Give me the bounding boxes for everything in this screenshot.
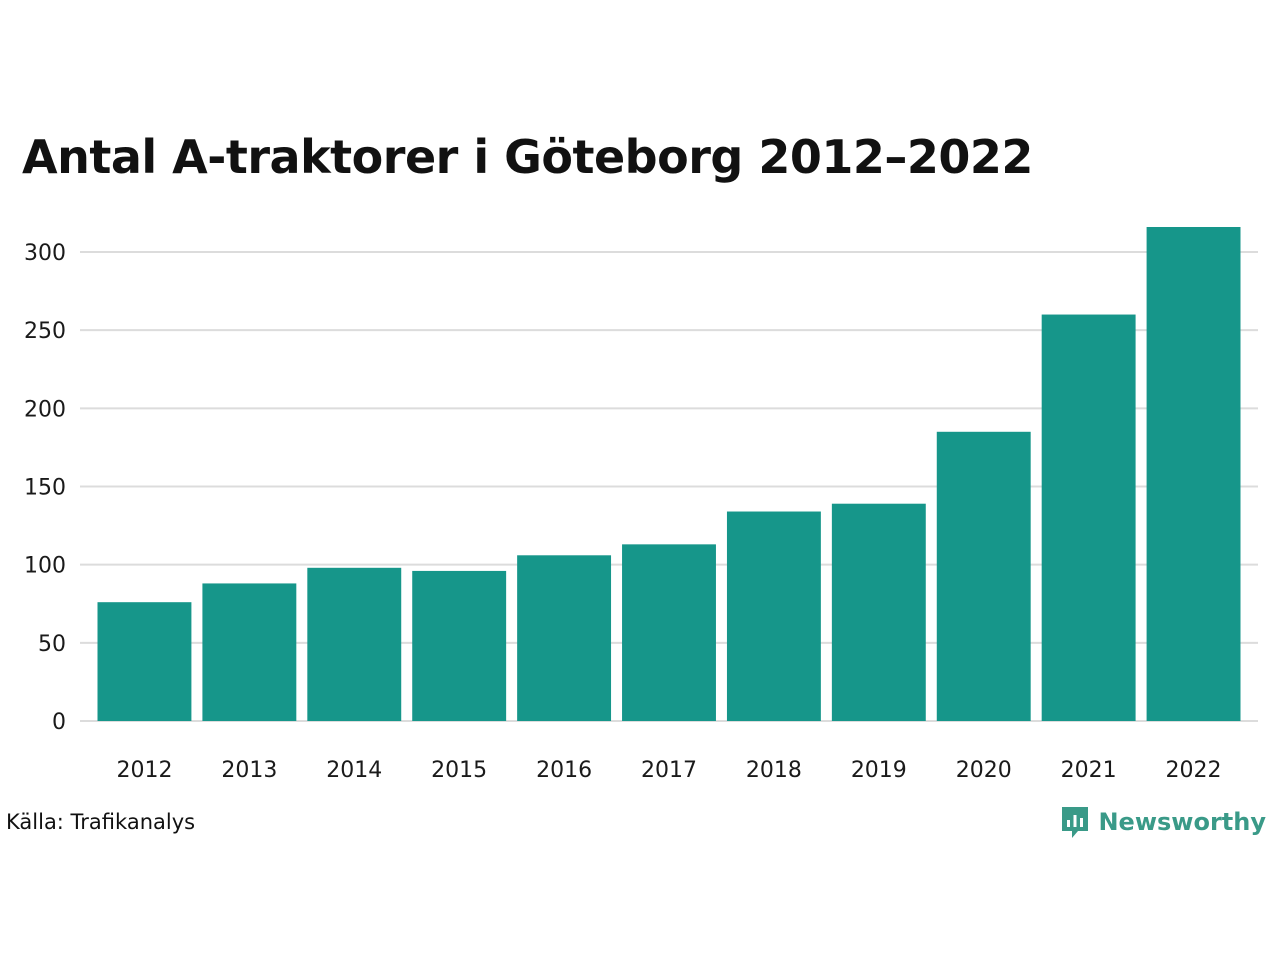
x-axis-ticks: 2012 2013 2014 2015 2016 2017 2018 2019 2020 2021…	[116, 758, 1221, 783]
bars	[97, 226, 1241, 721]
bar-2021	[1041, 314, 1136, 721]
bar-2013	[202, 583, 297, 721]
x-tick-label: 2021	[1061, 758, 1117, 783]
bar-2014	[307, 567, 402, 721]
y-tick-label: 50	[38, 632, 66, 657]
y-axis-ticks: 0 50 100 150 200 250 300	[24, 241, 66, 735]
x-tick-label: 2012	[116, 758, 172, 783]
x-tick-label: 2013	[221, 758, 277, 783]
y-tick-label: 200	[24, 397, 66, 422]
x-tick-label: 2018	[746, 758, 802, 783]
x-tick-label: 2014	[326, 758, 382, 783]
x-tick-label: 2020	[956, 758, 1012, 783]
bar-2016	[517, 555, 612, 721]
bar-2012	[97, 602, 192, 721]
bar-2018	[726, 511, 821, 721]
x-tick-label: 2016	[536, 758, 592, 783]
chart-title: Antal A-traktorer i Göteborg 2012–2022	[22, 130, 1033, 184]
brand-logo: Newsworthy	[1060, 805, 1266, 839]
y-tick-label: 0	[52, 710, 66, 735]
y-tick-label: 150	[24, 476, 66, 501]
brand-name: Newsworthy	[1098, 808, 1266, 836]
source-note: Källa: Trafikanalys	[6, 810, 196, 834]
bar-2017	[622, 544, 716, 721]
bar-2022	[1146, 226, 1241, 721]
x-tick-label: 2022	[1166, 758, 1222, 783]
bar-2020	[936, 431, 1031, 721]
y-tick-label: 300	[24, 241, 66, 266]
x-tick-label: 2015	[431, 758, 487, 783]
bar-2019	[831, 503, 926, 721]
bar-2015	[412, 570, 507, 721]
x-tick-label: 2017	[641, 758, 697, 783]
x-tick-label: 2019	[851, 758, 907, 783]
y-tick-label: 250	[24, 319, 66, 344]
newsworthy-logo-icon	[1062, 807, 1089, 838]
y-tick-label: 100	[24, 554, 66, 579]
